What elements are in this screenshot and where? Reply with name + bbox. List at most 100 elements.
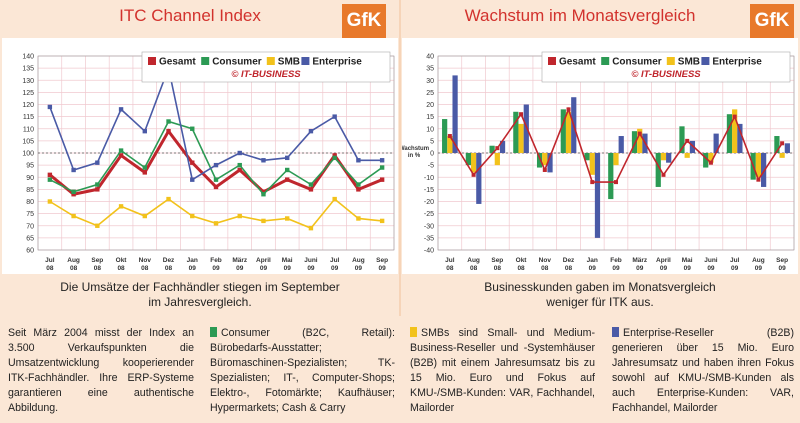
bar-enterprise: [761, 153, 767, 187]
bar-consumer: [465, 153, 471, 166]
data-point-smb: [308, 225, 314, 231]
x-tick-label-month: Jan: [187, 257, 198, 264]
data-point-consumer: [308, 182, 314, 187]
x-tick-label-month: Nov: [539, 257, 552, 264]
x-tick-label-year: 09: [612, 265, 620, 272]
data-point-enterprise: [190, 177, 195, 182]
bar-smb: [732, 109, 738, 153]
data-point-consumer: [47, 177, 53, 182]
data-point-gesamt: [47, 172, 53, 178]
data-point-consumer: [237, 162, 242, 168]
chart-title: Wachstum im Monatsvergleich: [464, 6, 696, 25]
y-tick-label: 5: [430, 138, 434, 145]
x-tick-label-year: 09: [636, 265, 644, 272]
chart-caption: Businesskunden gaben im Monatsvergleich …: [400, 280, 800, 310]
data-point-gesamt: [590, 180, 595, 185]
x-tick-label-month: Jul: [730, 257, 740, 264]
data-point-enterprise: [261, 158, 266, 163]
x-tick-label-year: 09: [284, 265, 292, 272]
x-tick-label-year: 09: [707, 265, 715, 272]
x-tick-label-year: 08: [46, 265, 54, 272]
wachstum-panel: Wachstum im Monatsvergleich GfK -40 -35 -3…: [399, 0, 800, 315]
legend-swatch-gesamt: [548, 57, 556, 65]
caption-line-2: im Jahresvergleich.: [148, 295, 252, 309]
data-point-consumer: [379, 165, 385, 170]
bar-smb: [589, 153, 595, 175]
x-tick-label-month: Feb: [210, 257, 222, 264]
intro-text: Seit März 2004 misst der Index an 3.500 …: [8, 327, 194, 414]
data-point-enterprise: [71, 167, 76, 173]
data-point-gesamt: [379, 177, 385, 182]
y-tick-label: 10: [426, 126, 434, 133]
data-point-gesamt: [356, 187, 361, 192]
legend-swatch-smb: [666, 57, 675, 65]
footnotes: Seit März 2004 misst der Index an 3.500 …: [0, 318, 800, 423]
smb-text: SMBs sind Small- und Medium-Business-Res…: [410, 327, 595, 414]
data-point-gesamt: [566, 107, 571, 112]
x-tick-label-year: 08: [117, 265, 125, 272]
y-tick-label: 30: [426, 78, 434, 85]
data-point-consumer: [190, 126, 195, 131]
bar-consumer: [560, 109, 566, 153]
x-tick-label-month: Aug: [467, 257, 480, 264]
x-tick-label-month: Mai: [282, 257, 293, 264]
y-tick-label: 70: [26, 223, 34, 230]
data-point-smb: [47, 199, 53, 204]
data-point-gesamt: [519, 112, 524, 117]
data-point-enterprise: [332, 114, 337, 119]
smb-note: SMBs sind Small- und Medium-Business-Res…: [410, 326, 595, 416]
x-tick-label-month: Okt: [116, 257, 128, 264]
data-point-gesamt: [471, 172, 476, 177]
itc-channel-index-panel: ITC Channel Index GfK 60 65 70 75 80 85 90 95 10…: [0, 0, 400, 315]
y-tick-label: 35: [426, 66, 434, 73]
y-tick-label: 40: [426, 54, 434, 61]
x-tick-label-year: 08: [70, 265, 78, 272]
smb-marker: [410, 327, 417, 337]
y-tick-label: 25: [426, 90, 434, 97]
bar-consumer: [536, 153, 543, 168]
data-point-smb: [71, 213, 76, 219]
bar-enterprise: [499, 140, 506, 153]
x-tick-label-month: April: [256, 257, 271, 264]
y-tick-label: 15: [426, 114, 434, 121]
chart-area: 60 65 70 75 80 85 90 95 100 105 110 115 120 125 130 135…: [2, 38, 398, 274]
data-point-gesamt: [166, 128, 171, 134]
legend-swatch-consumer: [601, 57, 610, 65]
bar-smb: [542, 153, 548, 166]
caption-line-1: Businesskunden gaben im Monatsvergleich: [484, 280, 716, 294]
x-tick-label-year: 08: [470, 265, 478, 272]
data-point-smb: [118, 204, 124, 209]
data-point-gesamt: [708, 160, 713, 165]
bar-smb: [779, 153, 785, 158]
x-tick-label-month: Aug: [352, 257, 365, 264]
data-point-consumer: [356, 182, 361, 187]
data-point-gesamt: [213, 184, 219, 190]
data-point-smb: [166, 196, 171, 202]
data-point-enterprise: [356, 158, 361, 163]
x-tick-label-year: 08: [541, 265, 549, 272]
data-point-gesamt: [71, 192, 76, 197]
bar-consumer: [513, 111, 519, 153]
x-tick-label-month: Feb: [610, 257, 622, 264]
data-point-gesamt: [237, 167, 242, 173]
x-tick-label-month: Dez: [163, 257, 175, 264]
bar-enterprise: [666, 153, 672, 163]
x-tick-label-year: 09: [755, 265, 763, 272]
bar-enterprise: [618, 136, 624, 153]
x-tick-label-year: 08: [141, 265, 149, 272]
bar-enterprise: [713, 133, 719, 153]
data-point-gesamt: [142, 170, 147, 175]
data-point-consumer: [166, 119, 171, 124]
legend-swatch-smb: [266, 57, 275, 65]
x-tick-label-year: 09: [660, 265, 668, 272]
bar-enterprise: [784, 143, 790, 153]
bar-smb: [494, 153, 500, 166]
bar-smb: [447, 136, 453, 153]
y-tick-label: 90: [26, 175, 34, 182]
x-tick-label-month: Jan: [587, 257, 598, 264]
data-point-gesamt: [190, 160, 195, 165]
x-tick-label-month: Aug: [67, 257, 80, 264]
data-point-consumer: [285, 167, 290, 173]
y-tick-label: -25: [424, 211, 434, 218]
enterprise-marker: [612, 327, 619, 337]
